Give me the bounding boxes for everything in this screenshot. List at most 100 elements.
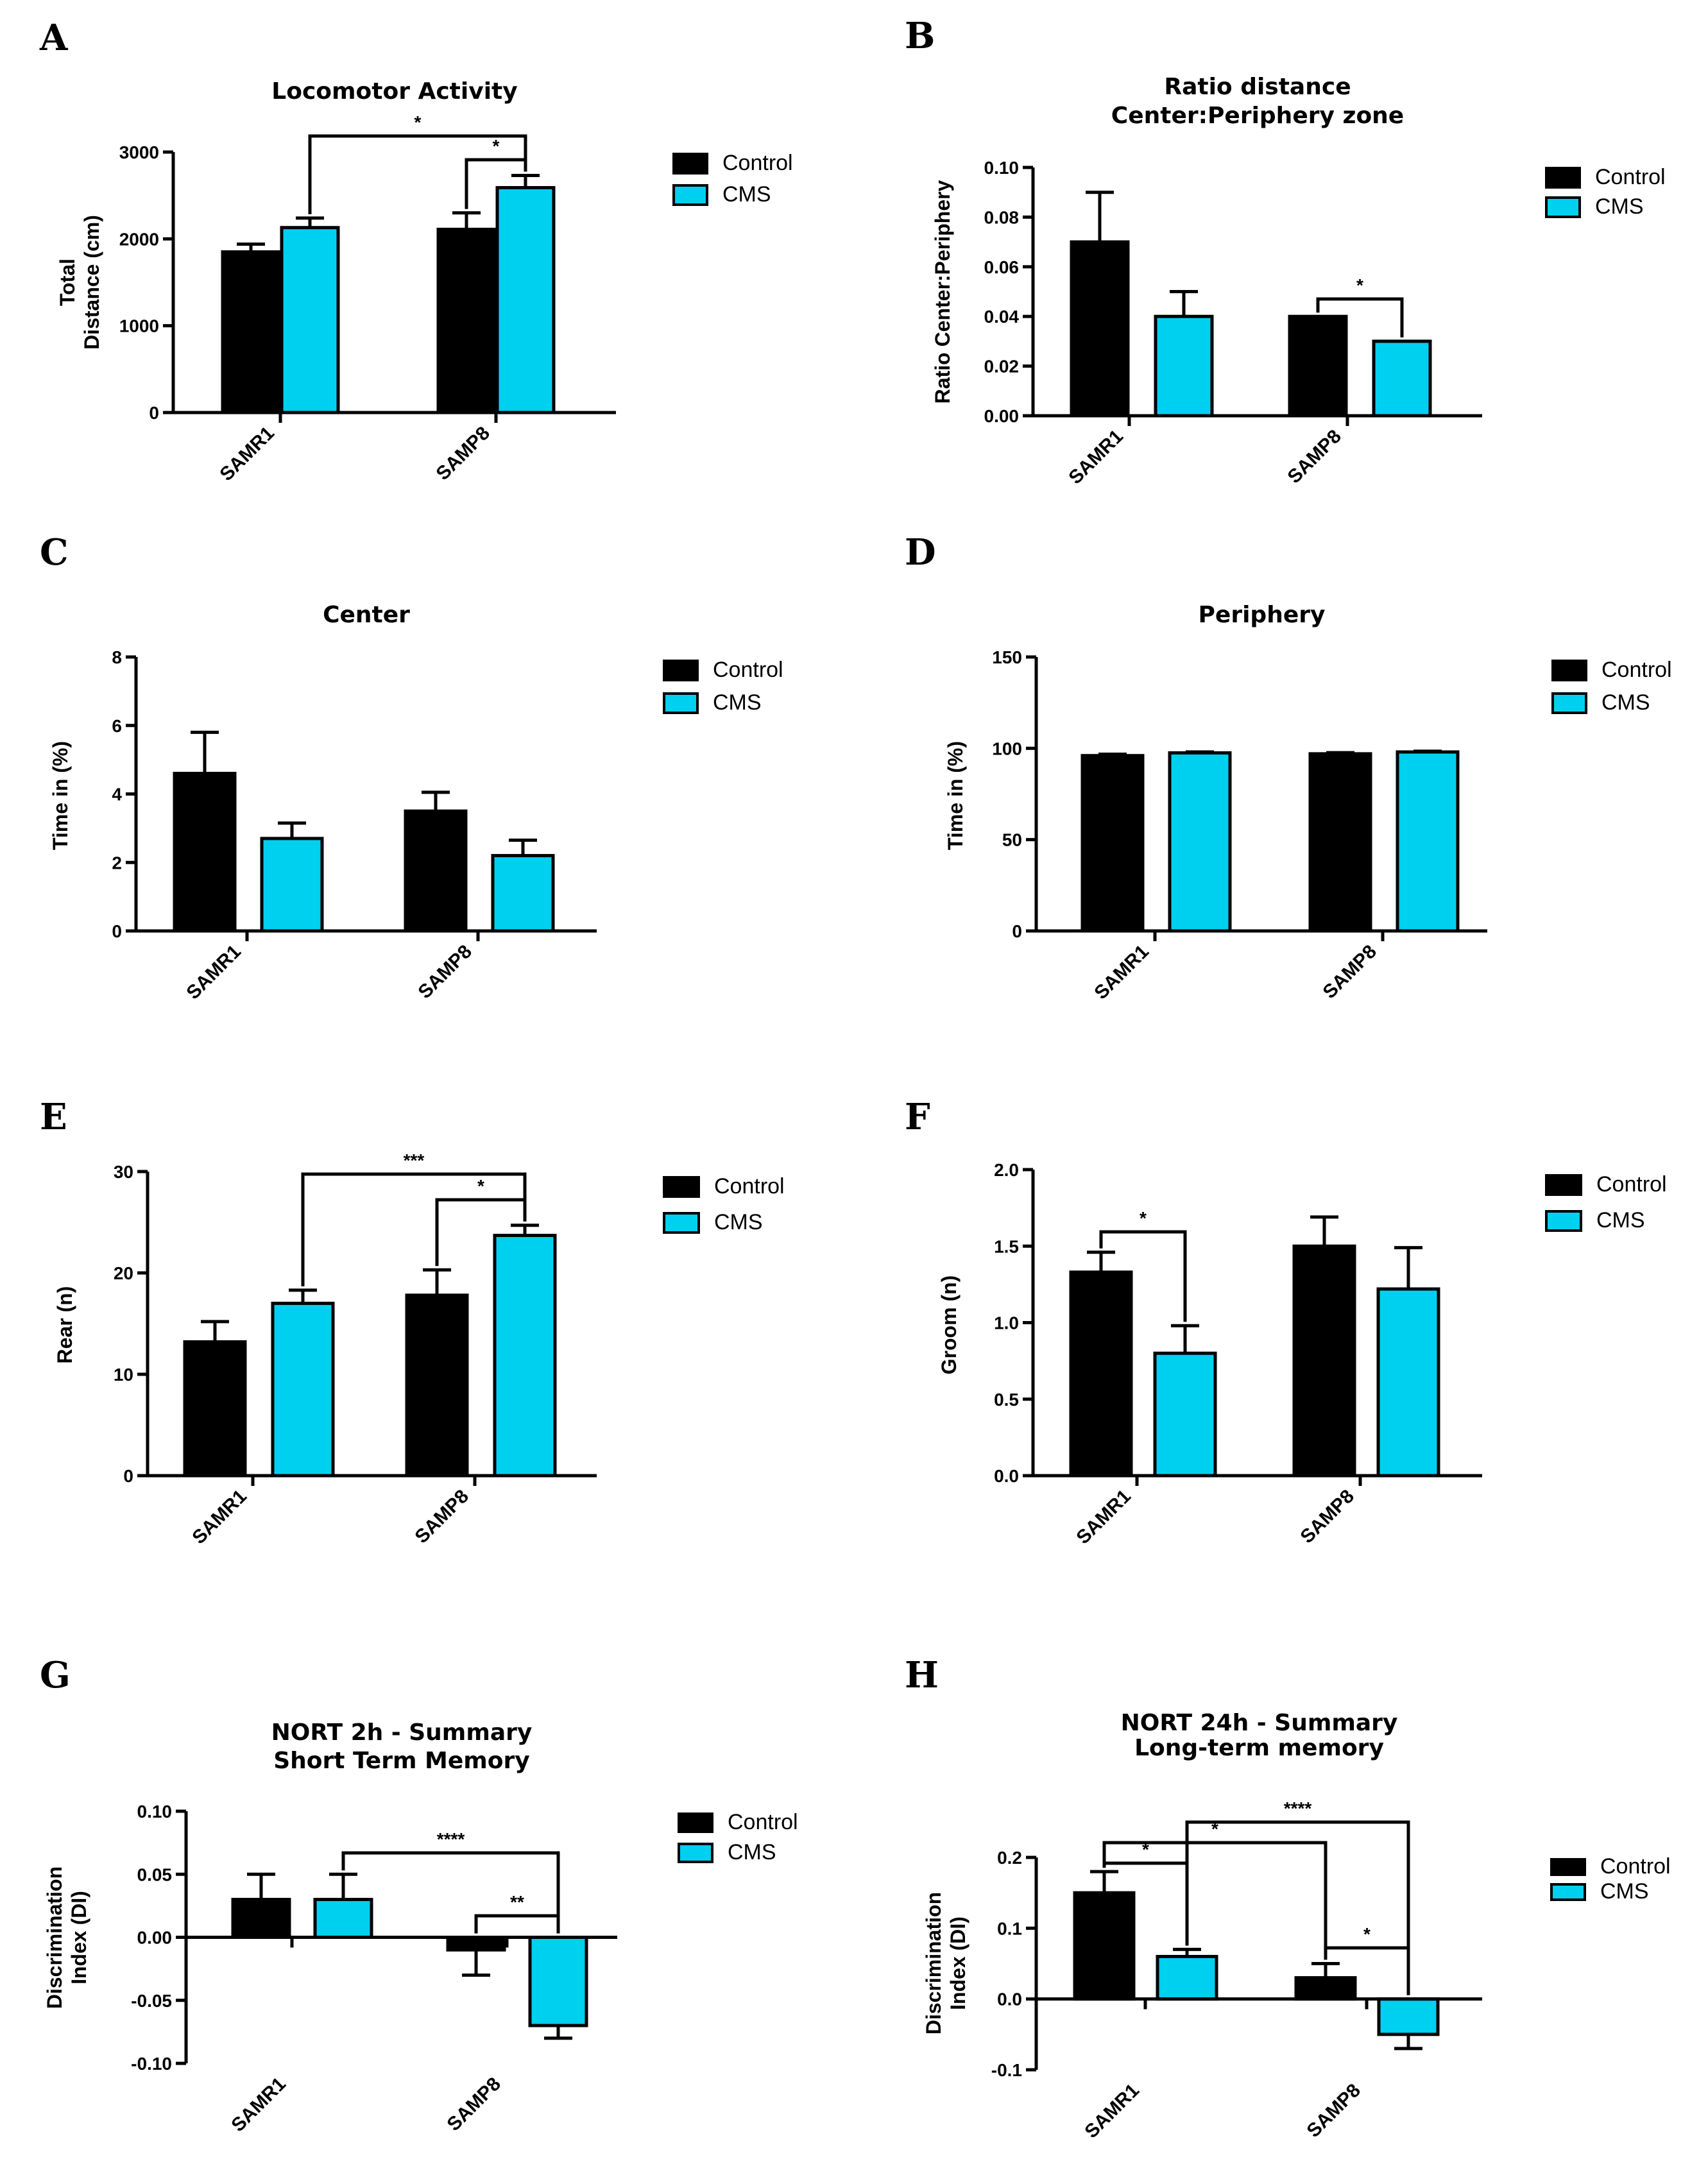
y-tick-label: 150 [992, 647, 1022, 667]
y-tick-label: 1000 [119, 316, 159, 336]
significance-bracket [1099, 1230, 1187, 1322]
bar-control-samp8 [1288, 314, 1348, 418]
y-tick-label: 8 [112, 647, 122, 667]
legend-swatch-cms [663, 692, 699, 714]
x-tick-label-samr1: SAMR1 [1064, 426, 1127, 489]
y-tick-label: 0.00 [984, 406, 1020, 426]
bar-cms-samr1 [1154, 314, 1214, 418]
significance-label: * [1363, 1924, 1371, 1944]
significance-label: ** [510, 1892, 524, 1912]
panel-letter: C [40, 531, 69, 574]
y-tick-label: 0 [112, 921, 122, 941]
x-tick-label-samp8: SAMP8 [1297, 1486, 1358, 1548]
bar-control-samp8 [1294, 1976, 1357, 2001]
y-tick-label: -0.1 [991, 2060, 1022, 2080]
legend-label-cms: CMS [714, 1210, 763, 1234]
bar-control-samr1 [1080, 754, 1145, 933]
chart-title: Ratio distance [1164, 74, 1351, 100]
significance-label: *** [404, 1150, 425, 1170]
bar-cms-samr1 [280, 226, 340, 414]
legend-swatch-control [1545, 1174, 1582, 1196]
y-tick-label: 100 [992, 738, 1022, 758]
significance-bracket [474, 1914, 560, 1934]
legend-label-cms: CMS [722, 182, 771, 207]
significance-bracket [1324, 1946, 1410, 1995]
x-tick-label-samr1: SAMR1 [216, 423, 278, 486]
y-tick-label: 0.2 [997, 1848, 1022, 1868]
y-tick-label: 30 [114, 1162, 133, 1182]
bar-control-samp8 [446, 1936, 506, 1952]
bar-control-samr1 [1069, 1270, 1133, 1478]
legend-swatch-control [678, 1812, 713, 1833]
x-tick-label-samp8: SAMP8 [443, 2074, 505, 2135]
bar-control-samp8 [1292, 1244, 1356, 1478]
bar-control-samr1 [173, 771, 237, 933]
significance-bracket [341, 1851, 560, 1934]
y-tick-label: 10 [114, 1365, 133, 1385]
x-tick-label-samp8: SAMP8 [411, 1486, 473, 1548]
y-tick-label: 0.1 [997, 1918, 1022, 1938]
chart-title: Periphery [1199, 602, 1326, 628]
bar-cms-samr1 [271, 1301, 335, 1478]
significance-label: * [1140, 1208, 1147, 1228]
chart-title: Center [323, 602, 410, 628]
y-axis-label: Rear (n) [53, 1286, 76, 1364]
y-tick-label: 2.0 [994, 1160, 1019, 1180]
significance-bracket [301, 1172, 527, 1286]
bar-cms-samr1 [1153, 1351, 1217, 1478]
x-tick-label-samr1: SAMR1 [188, 1486, 251, 1549]
panel-letter: G [40, 1654, 71, 1696]
y-axis-label: Time in (%) [944, 741, 967, 850]
bar-control-samp8 [1308, 752, 1372, 933]
bar-control-samr1 [231, 1898, 291, 1940]
bar-control-samp8 [436, 227, 497, 414]
legend-label-cms: CMS [1601, 690, 1650, 715]
y-tick-label: 0.00 [137, 1928, 173, 1948]
y-tick-label: 0 [149, 403, 159, 423]
chart-title: NORT 24h - Summary [1121, 1710, 1398, 1736]
legend-swatch-cms [1545, 1210, 1582, 1232]
legend-label-control: Control [714, 1174, 785, 1198]
y-tick-label: -0.10 [131, 2054, 172, 2074]
y-tick-label: 0.04 [984, 307, 1020, 327]
panel-b: B Ratio distance Center:Periphery zone Rati… [905, 15, 1666, 488]
y-tick-label: -0.05 [131, 1991, 172, 2011]
y-tick-label: 0.5 [994, 1390, 1019, 1410]
legend-label-control: Control [722, 151, 793, 175]
legend-swatch-control [663, 660, 699, 681]
panel-letter: A [39, 17, 69, 59]
y-tick-label: 1.5 [994, 1236, 1019, 1256]
significance-label: * [414, 112, 422, 132]
legend-label-cms: CMS [1596, 1208, 1645, 1232]
significance-bracket [1316, 297, 1404, 337]
bar-control-samr1 [183, 1340, 247, 1478]
significance-bracket [1185, 1820, 1410, 1995]
significance-label: **** [437, 1829, 465, 1849]
legend-label-cms: CMS [728, 1840, 776, 1864]
y-axis-label: Groom (n) [937, 1275, 961, 1375]
bar-cms-samp8 [1376, 1287, 1440, 1478]
bar-cms-samr1 [1156, 1954, 1218, 2001]
legend-label-control: Control [713, 658, 783, 682]
bar-cms-samr1 [1168, 751, 1232, 933]
x-tick-label-samp8: SAMP8 [432, 423, 494, 484]
y-tick-label: 0.10 [137, 1802, 173, 1821]
y-tick-label: 0.0 [994, 1466, 1019, 1486]
y-tick-label: 0 [123, 1466, 133, 1486]
legend-swatch-control [1545, 167, 1581, 189]
bar-control-samr1 [1073, 1891, 1136, 2001]
panel-letter: H [905, 1654, 939, 1696]
legend-swatch-cms [1550, 1883, 1586, 1901]
y-tick-label: 0.10 [984, 158, 1020, 178]
x-tick-label-samp8: SAMP8 [1319, 941, 1381, 1003]
significance-label: **** [1284, 1798, 1312, 1818]
legend-label-control: Control [1596, 1172, 1667, 1197]
y-tick-label: 0.02 [984, 357, 1020, 377]
y-axis-label: Discrimination [922, 1892, 945, 2034]
panel-letter: D [905, 531, 936, 574]
legend-label-cms: CMS [713, 690, 762, 715]
panel-c: C Center Time in (%) 0 2 4 6 8 SAMR1 SAMP8 Control… [40, 531, 783, 1003]
legend-swatch-control [1551, 660, 1587, 681]
